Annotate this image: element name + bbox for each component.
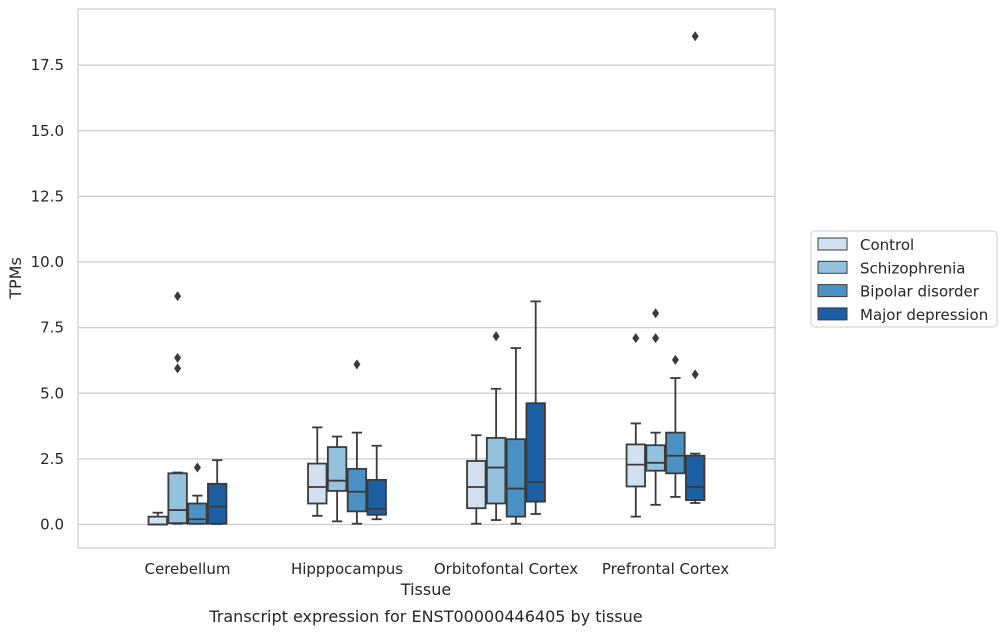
box-control (466, 434, 487, 525)
gridlines (78, 64, 775, 526)
box-groups (147, 31, 706, 526)
iqr-box (525, 402, 546, 503)
iqr-box (346, 467, 368, 513)
iqr-box (207, 482, 228, 525)
outlier-point (193, 462, 201, 473)
outlier-point (652, 333, 660, 344)
legend-swatch (817, 307, 848, 321)
iqr-box (466, 460, 487, 510)
iqr-box (366, 478, 387, 516)
legend: Control Schizophrenia Bipolar disorder Majo… (810, 230, 998, 328)
box-schizophrenia (645, 308, 666, 506)
figure-caption: Transcript expression for ENST0000044640… (208, 607, 642, 626)
legend-label: Bipolar disorder (860, 283, 980, 301)
outlier-point (353, 359, 361, 370)
outlier-point (652, 308, 660, 319)
outlier-point (492, 331, 500, 342)
iqr-box (485, 436, 507, 505)
x-tick-label: Hipppocampus (291, 560, 403, 578)
box-bipolar-disorder (665, 354, 686, 498)
box-control (147, 511, 168, 526)
box-bipolar-disorder (187, 462, 208, 525)
x-tick-label: Orbitofontal Cortex (434, 560, 578, 578)
outlier-point (632, 333, 640, 344)
y-tick-label: 5.0 (40, 384, 64, 402)
y-tick-label: 0.0 (40, 516, 64, 534)
outlier-point (671, 354, 679, 365)
x-axis-label: Tissue (400, 580, 451, 599)
iqr-box (665, 431, 686, 475)
iqr-box (505, 438, 527, 518)
legend-label: Control (860, 236, 914, 254)
legend-frame (810, 230, 998, 328)
y-tick-label: 10.0 (31, 253, 64, 271)
box-major-depression (525, 300, 546, 515)
y-tick-label: 7.5 (40, 319, 64, 337)
x-tick-label: Prefrontal Cortex (602, 560, 729, 578)
y-tick-label: 12.5 (31, 187, 64, 205)
outlier-point (174, 363, 182, 374)
box-major-depression (685, 31, 706, 504)
iqr-box (147, 515, 168, 526)
y-tick-label: 15.0 (31, 122, 64, 140)
outlier-point (174, 291, 182, 302)
legend-label: Major depression (860, 306, 988, 324)
x-tick-labels: Cerebellum Hipppocampus Orbitofontal Corte… (145, 560, 730, 578)
iqr-box (685, 454, 706, 501)
box-schizophrenia (167, 291, 188, 525)
box-major-depression (207, 459, 228, 525)
legend-label: Schizophrenia (860, 259, 965, 277)
y-tick-labels: 0.0 2.5 5.0 7.5 10.0 12.5 15.0 17.5 (31, 56, 64, 533)
legend-swatch (817, 284, 848, 298)
box-bipolar-disorder (505, 347, 527, 525)
legend-swatch (817, 237, 848, 251)
iqr-box (326, 446, 348, 492)
box-bipolar-disorder (346, 359, 368, 525)
y-tick-label: 17.5 (31, 56, 64, 74)
outlier-point (174, 352, 182, 363)
y-axis-label: TPMs (6, 257, 25, 300)
x-tick-label: Cerebellum (145, 560, 231, 578)
plot-frame (77, 8, 776, 549)
outlier-point (691, 31, 699, 42)
box-schizophrenia (326, 435, 348, 523)
iqr-box (187, 502, 208, 525)
box-control (307, 426, 328, 517)
legend-swatch (817, 260, 848, 274)
iqr-box (645, 444, 666, 472)
box-schizophrenia (485, 331, 507, 521)
box-major-depression (366, 444, 387, 521)
outlier-point (691, 369, 699, 380)
iqr-box (307, 462, 328, 505)
box-control (625, 333, 646, 518)
iqr-box (167, 472, 188, 525)
y-tick-label: 2.5 (40, 450, 64, 468)
